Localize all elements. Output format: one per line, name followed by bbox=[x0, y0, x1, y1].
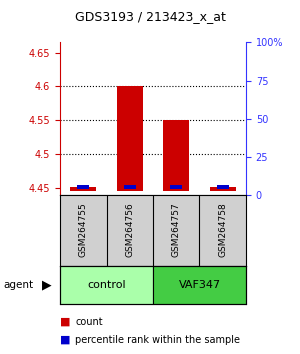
Text: GSM264757: GSM264757 bbox=[172, 203, 181, 257]
FancyBboxPatch shape bbox=[153, 266, 246, 304]
Bar bbox=[117, 86, 142, 191]
Text: GSM264755: GSM264755 bbox=[79, 203, 88, 257]
Text: count: count bbox=[75, 317, 103, 327]
Text: ■: ■ bbox=[60, 335, 70, 345]
Text: GSM264756: GSM264756 bbox=[125, 203, 134, 257]
Bar bbox=[70, 187, 96, 191]
Text: GSM264758: GSM264758 bbox=[218, 203, 227, 257]
FancyBboxPatch shape bbox=[60, 266, 153, 304]
Bar bbox=[170, 184, 182, 189]
Bar bbox=[77, 184, 89, 189]
Text: percentile rank within the sample: percentile rank within the sample bbox=[75, 335, 240, 345]
Text: GDS3193 / 213423_x_at: GDS3193 / 213423_x_at bbox=[75, 10, 225, 23]
Text: control: control bbox=[87, 280, 126, 290]
Text: agent: agent bbox=[3, 280, 33, 290]
Text: VAF347: VAF347 bbox=[178, 280, 220, 290]
Bar bbox=[217, 184, 229, 189]
Text: ▶: ▶ bbox=[42, 279, 51, 291]
Bar bbox=[210, 187, 236, 191]
Text: ■: ■ bbox=[60, 317, 70, 327]
Bar bbox=[164, 120, 189, 191]
Bar bbox=[124, 184, 136, 189]
